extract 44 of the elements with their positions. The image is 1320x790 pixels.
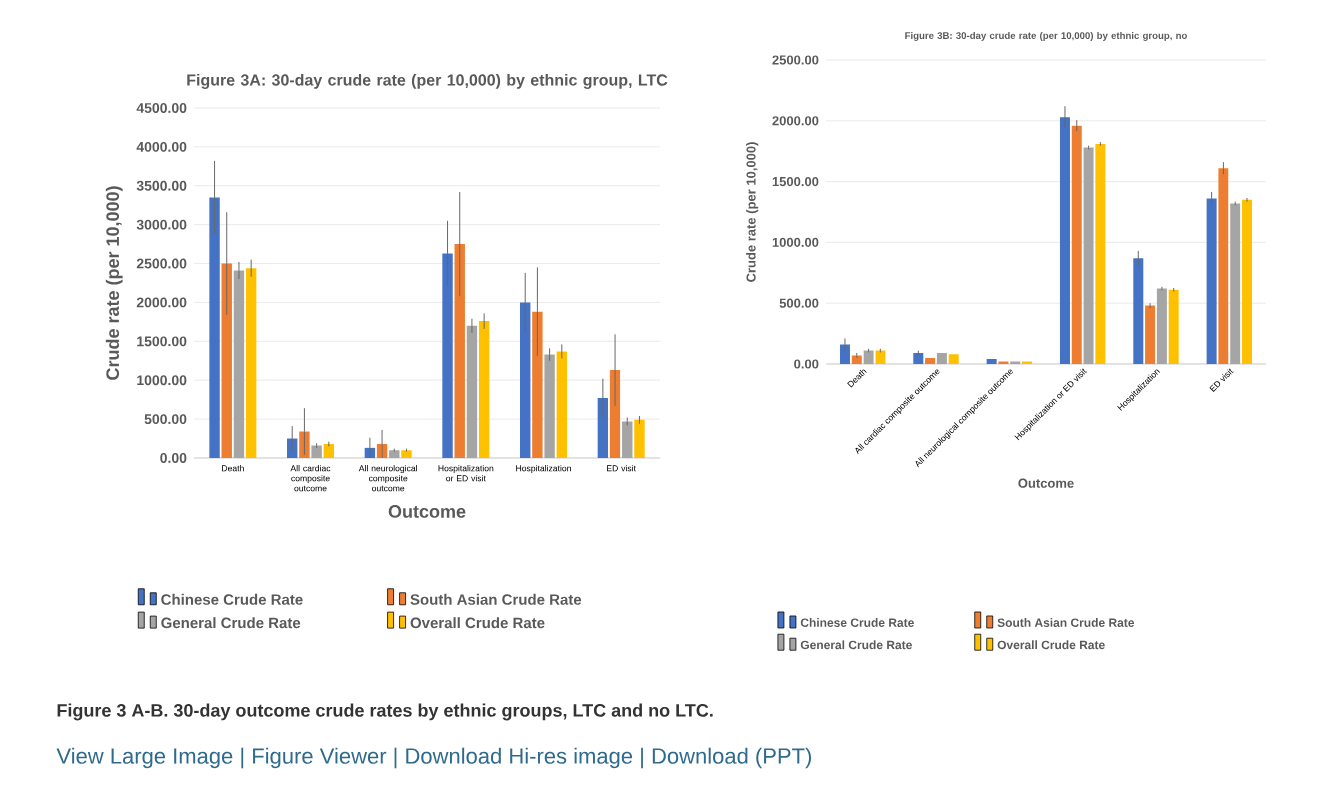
bar [1218, 168, 1229, 364]
bar [1083, 147, 1094, 364]
bar [401, 450, 412, 458]
bar [1095, 143, 1106, 364]
bar [209, 197, 220, 458]
bar [634, 419, 645, 458]
bar [233, 270, 245, 458]
bar [936, 353, 947, 364]
bar [925, 357, 936, 364]
bar [1168, 289, 1179, 364]
bar [1059, 117, 1070, 364]
bar [1206, 198, 1217, 364]
bar [544, 354, 555, 458]
bar [311, 445, 322, 458]
bar [1133, 258, 1144, 364]
bar [948, 354, 959, 364]
text: View Large Image | Figure Viewer | Download Hi-res image | Download (PPT) [56, 747, 811, 769]
y-axis-title: Crude rate (per 10,000) [105, 186, 123, 380]
bar [454, 244, 465, 458]
bar [245, 268, 257, 458]
caption: Figure 3 A-B. 30-day outcome crude rates by ethnic groups, LTC and no LTC. [57, 703, 713, 721]
bar [1071, 125, 1082, 364]
bar [1242, 199, 1253, 364]
bar [1230, 203, 1241, 364]
bar [389, 450, 400, 458]
bar [1156, 288, 1167, 364]
bar [556, 351, 567, 458]
bar [597, 398, 609, 458]
bar [1145, 305, 1156, 364]
bar [221, 263, 232, 458]
x-axis-title: Outcome [388, 505, 466, 518]
bar [466, 325, 478, 458]
bar [532, 311, 543, 458]
bar [913, 353, 924, 364]
bar [323, 443, 335, 458]
bar [875, 350, 886, 364]
bar [442, 253, 453, 458]
bar [863, 350, 874, 364]
bar [478, 321, 490, 458]
bar [839, 344, 850, 364]
bar [622, 421, 633, 458]
bar [851, 355, 862, 364]
bar [520, 302, 531, 458]
chart-title: Figure 3A: 30-day crude rate (per 10,000) by ethnic group, LTC [187, 73, 668, 89]
